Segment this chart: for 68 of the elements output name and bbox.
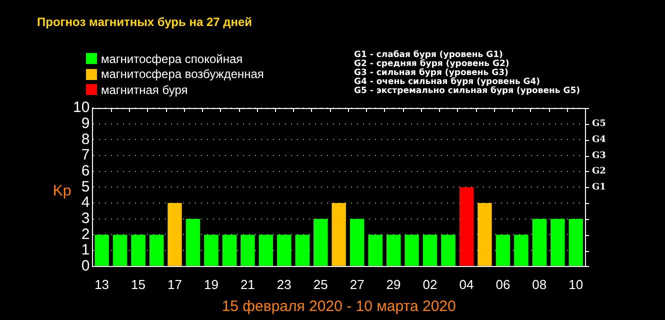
text: G5 - экстремально сильная буря (уровень G5) <box>354 86 580 96</box>
bar <box>258 234 274 266</box>
bar <box>94 234 109 266</box>
bar <box>332 203 346 266</box>
y-tick-label: 10 <box>72 99 90 116</box>
bar <box>368 234 382 266</box>
bar <box>532 218 547 266</box>
y-tick-label: 2 <box>81 226 90 243</box>
y-tick-label: 1 <box>81 242 90 259</box>
y-tick-label: 6 <box>81 162 90 180</box>
bar <box>240 234 255 266</box>
x-axis-title: 15 февраля 2020 - 10 марта 2020 <box>222 298 456 316</box>
bar <box>441 234 456 266</box>
x-tick-label: 13 <box>94 276 110 292</box>
x-tick-label: 15 <box>131 276 146 292</box>
bar <box>496 234 510 266</box>
bar <box>459 187 474 266</box>
legend-label: магнитосфера возбужденная <box>101 67 264 82</box>
y-tick-label: 9 <box>81 114 90 132</box>
bar <box>277 234 292 266</box>
x-tick-label: 19 <box>204 276 218 292</box>
text: G1 <box>592 182 606 193</box>
text: G3 <box>592 150 606 161</box>
bar <box>422 234 438 266</box>
x-tick-label: 21 <box>240 276 255 292</box>
y-axis-title: Kp <box>52 182 72 200</box>
bar <box>568 218 583 266</box>
text: G3 - сильная буря (уровень G3) <box>354 68 508 78</box>
x-tick-label: 10 <box>568 276 584 292</box>
x-tick-label: 23 <box>276 276 292 292</box>
bar <box>478 203 492 266</box>
legend-label: магнитная буря <box>101 82 188 97</box>
x-tick-label: 17 <box>168 276 182 292</box>
text: G2 <box>592 166 606 177</box>
bar <box>514 234 528 266</box>
bar <box>295 234 310 266</box>
x-tick-label: 25 <box>313 276 328 292</box>
bar <box>386 234 401 266</box>
x-tick-label: 27 <box>350 276 364 292</box>
bar <box>112 234 128 266</box>
y-tick-label: 0 <box>81 258 90 275</box>
bar <box>314 218 328 266</box>
text: G2 - средняя буря (уровень G2) <box>354 59 510 69</box>
bar <box>350 218 364 266</box>
bar <box>149 234 164 266</box>
text: G1 - слабая буря (уровень G1) <box>354 50 503 60</box>
bar <box>222 234 237 266</box>
text: G4 - очень сильная буря (уровень G4) <box>354 77 540 87</box>
y-tick-label: 7 <box>81 146 90 164</box>
bar <box>186 218 200 266</box>
bar <box>550 218 565 266</box>
x-tick-label: 06 <box>496 276 510 292</box>
y-tick-label: 5 <box>81 178 90 196</box>
x-tick-label: 08 <box>532 276 547 292</box>
x-tick-label: 29 <box>386 276 401 292</box>
x-tick-label: 04 <box>459 276 474 292</box>
bar <box>168 203 182 266</box>
bar <box>131 234 146 266</box>
text: G5 <box>592 119 606 130</box>
y-tick-label: 4 <box>81 194 90 212</box>
text: G4 <box>592 135 606 146</box>
y-tick-label: 3 <box>81 210 90 228</box>
bar <box>204 234 218 266</box>
x-tick-label: 02 <box>422 276 438 292</box>
legend-label: магнитосфера спокойная <box>101 52 243 66</box>
chart-title: Прогноз магнитных бурь на 27 дней <box>37 15 252 29</box>
bar <box>404 234 419 266</box>
y-tick-label: 8 <box>81 130 90 148</box>
